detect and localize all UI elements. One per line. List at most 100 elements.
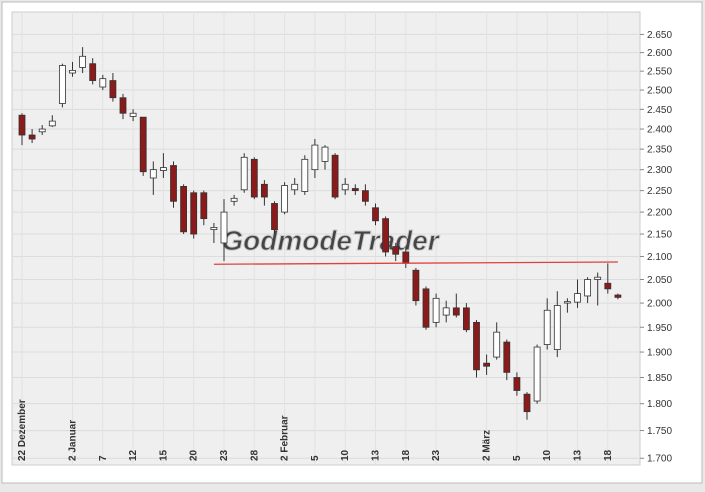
candle-body [614,294,622,298]
x-tick-label: 2 Januar [68,420,79,461]
candle-body [361,190,369,202]
x-tick-label: 10 [340,449,351,461]
y-tick-label: 2.500 [647,86,672,97]
candle-body [311,144,319,171]
x-tick-label: 15 [158,449,169,461]
candle-body [220,211,228,244]
candle-body [351,188,359,192]
watermark: GodmodeTrader [221,225,440,256]
candle-body [69,70,76,74]
candle-body [170,165,177,202]
candle-body [230,197,238,202]
candle-body [513,377,521,391]
candle-body [574,293,581,303]
candle-body [473,321,480,371]
candle-body [321,146,329,162]
y-tick-label: 2.150 [647,230,672,241]
candle-body [331,154,339,198]
candle-body [159,167,167,171]
candle-body [432,297,440,323]
y-tick-label: 2.450 [647,105,672,116]
x-tick-label: 5 [310,455,321,461]
y-tick-label: 1.900 [647,348,672,359]
y-tick-label: 2.650 [647,30,672,41]
y-tick-label: 1.800 [647,399,672,410]
trendline [213,261,618,265]
x-tick-label: 12 [128,449,139,461]
candle-body [149,169,157,179]
candle-body [493,331,501,358]
x-tick-label: 18 [401,449,412,461]
candle-body [250,158,258,198]
x-tick-label: 20 [189,449,200,461]
x-tick-label: 5 [512,455,523,461]
candle-body [543,309,551,345]
y-tick-label: 2.200 [647,208,672,219]
x-tick-label: 23 [219,449,230,461]
x-tick-label: 13 [573,449,584,461]
candle-body [584,279,591,297]
y-tick-label: 1.850 [647,373,672,384]
candle-body [281,185,289,213]
candle-body [533,346,541,402]
x-tick-label: 7 [98,455,109,461]
y-tick-label: 2.550 [647,67,672,78]
candle-body [503,341,511,373]
candle-body [553,305,561,350]
candle-body [38,128,46,133]
candle-body [99,78,107,88]
candle-body [412,269,420,302]
candle-body [372,207,379,222]
y-tick-label: 2.400 [647,125,672,136]
candle-body [483,362,491,367]
x-tick-label: 18 [603,449,614,461]
y-tick-label: 2.600 [647,48,672,59]
candle-body [604,282,612,290]
y-tick-label: 1.700 [647,454,672,465]
candle-body [392,246,400,255]
candle-body [452,307,460,316]
y-tick-label: 2.100 [647,252,672,263]
candle-body [462,307,470,331]
candle-body [564,301,571,304]
candle-body [119,97,127,114]
x-tick-label: 22 Dezember [17,399,28,461]
x-tick-label: 10 [542,449,553,461]
candle-body [523,393,531,413]
candle-body [301,158,309,192]
x-tick-label: 23 [431,449,442,461]
x-tick-label: 2 Februar [280,415,291,461]
candle-body [442,307,450,316]
y-tick-label: 1.950 [647,323,672,334]
candle-body [59,65,66,104]
candle-body [210,227,218,231]
candle-body [341,183,349,191]
x-tick-label: 13 [371,449,382,461]
candle-body [180,186,188,233]
candle-body [200,192,208,220]
candle-body [240,156,248,191]
candle-body [28,134,36,140]
candle-body [139,116,147,173]
candle-body [271,203,278,231]
candle-body [260,183,268,198]
y-tick-label: 2.250 [647,186,672,197]
candle-body [402,251,410,264]
candle-body [190,192,198,235]
candle-body [109,80,117,99]
candle-body [594,276,602,280]
y-tick-label: 2.300 [647,165,672,176]
candle-body [79,55,86,68]
candle-body [129,112,137,117]
candle-body [18,114,26,136]
candle-body [382,218,390,253]
candle-body [89,63,97,81]
y-tick-label: 2.350 [647,145,672,156]
candle-body [422,288,430,328]
y-tick-label: 2.050 [647,275,672,286]
y-tick-label: 2.000 [647,299,672,310]
x-tick-label: 2 März [482,430,493,461]
candle-body [291,183,299,191]
